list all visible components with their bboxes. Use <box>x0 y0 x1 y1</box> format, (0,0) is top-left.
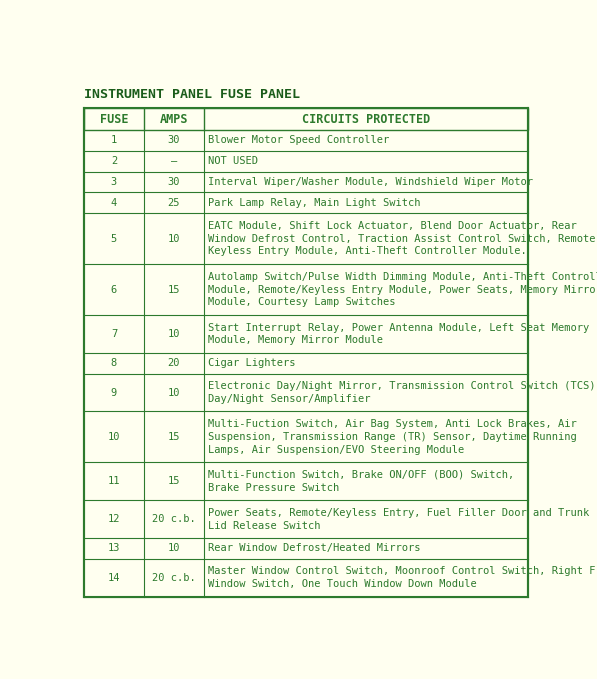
Text: Start Interrupt Relay, Power Antenna Module, Left Seat Memory
Module, Memory Mir: Start Interrupt Relay, Power Antenna Mod… <box>208 323 589 346</box>
Bar <box>84 462 528 500</box>
Text: 12: 12 <box>107 514 120 524</box>
Bar <box>84 151 528 172</box>
Bar <box>84 172 528 192</box>
Text: 25: 25 <box>168 198 180 208</box>
Text: Cigar Lighters: Cigar Lighters <box>208 359 295 368</box>
Text: 10: 10 <box>168 543 180 553</box>
Text: 4: 4 <box>111 198 117 208</box>
Text: 3: 3 <box>111 177 117 187</box>
Text: AMPS: AMPS <box>159 113 188 126</box>
Text: Blower Motor Speed Controller: Blower Motor Speed Controller <box>208 135 389 145</box>
Text: 30: 30 <box>168 177 180 187</box>
Bar <box>84 109 528 130</box>
Text: NOT USED: NOT USED <box>208 156 258 166</box>
Bar <box>84 213 528 264</box>
Text: Rear Window Defrost/Heated Mirrors: Rear Window Defrost/Heated Mirrors <box>208 543 420 553</box>
Text: Autolamp Switch/Pulse Width Dimming Module, Anti-Theft Controller
Module, Remote: Autolamp Switch/Pulse Width Dimming Modu… <box>208 272 597 308</box>
Text: 9: 9 <box>111 388 117 398</box>
Text: 14: 14 <box>107 572 120 583</box>
Text: 15: 15 <box>168 477 180 486</box>
Text: 6: 6 <box>111 285 117 295</box>
Bar <box>84 264 528 315</box>
Text: Power Seats, Remote/Keyless Entry, Fuel Filler Door and Trunk
Lid Release Switch: Power Seats, Remote/Keyless Entry, Fuel … <box>208 508 589 530</box>
Text: FUSE: FUSE <box>100 113 128 126</box>
Text: 5: 5 <box>111 234 117 244</box>
Text: 10: 10 <box>168 234 180 244</box>
Text: 20 c.b.: 20 c.b. <box>152 572 196 583</box>
Text: Electronic Day/Night Mirror, Transmission Control Switch (TCS),
Day/Night Sensor: Electronic Day/Night Mirror, Transmissio… <box>208 381 597 404</box>
Text: 10: 10 <box>107 432 120 442</box>
Bar <box>84 315 528 353</box>
Text: 20 c.b.: 20 c.b. <box>152 514 196 524</box>
Text: 13: 13 <box>107 543 120 553</box>
Bar <box>84 373 528 411</box>
Text: 10: 10 <box>168 329 180 339</box>
Text: INSTRUMENT PANEL FUSE PANEL: INSTRUMENT PANEL FUSE PANEL <box>84 88 300 100</box>
Text: 15: 15 <box>168 285 180 295</box>
Text: Multi-Function Switch, Brake ON/OFF (BOO) Switch,
Brake Pressure Switch: Multi-Function Switch, Brake ON/OFF (BOO… <box>208 470 514 493</box>
Text: 8: 8 <box>111 359 117 368</box>
Bar <box>84 538 528 559</box>
Text: 7: 7 <box>111 329 117 339</box>
Text: 11: 11 <box>107 477 120 486</box>
Bar <box>84 353 528 373</box>
Bar <box>84 192 528 213</box>
Text: 30: 30 <box>168 135 180 145</box>
Text: 1: 1 <box>111 135 117 145</box>
Bar <box>84 411 528 462</box>
Text: EATC Module, Shift Lock Actuator, Blend Door Actuator, Rear
Window Defrost Contr: EATC Module, Shift Lock Actuator, Blend … <box>208 221 595 257</box>
Text: 10: 10 <box>168 388 180 398</box>
Text: Interval Wiper/Washer Module, Windshield Wiper Motor: Interval Wiper/Washer Module, Windshield… <box>208 177 533 187</box>
Text: Park Lamp Relay, Main Light Switch: Park Lamp Relay, Main Light Switch <box>208 198 420 208</box>
Text: Multi-Fuction Switch, Air Bag System, Anti Lock Brakes, Air
Suspension, Transmis: Multi-Fuction Switch, Air Bag System, An… <box>208 419 577 455</box>
Text: 15: 15 <box>168 432 180 442</box>
Bar <box>84 500 528 538</box>
Text: 2: 2 <box>111 156 117 166</box>
Text: CIRCUITS PROTECTED: CIRCUITS PROTECTED <box>302 113 430 126</box>
Text: 20: 20 <box>168 359 180 368</box>
Text: Master Window Control Switch, Moonroof Control Switch, Right Front
Window Switch: Master Window Control Switch, Moonroof C… <box>208 566 597 589</box>
Bar <box>84 559 528 597</box>
Bar <box>84 130 528 151</box>
Text: —: — <box>171 156 177 166</box>
